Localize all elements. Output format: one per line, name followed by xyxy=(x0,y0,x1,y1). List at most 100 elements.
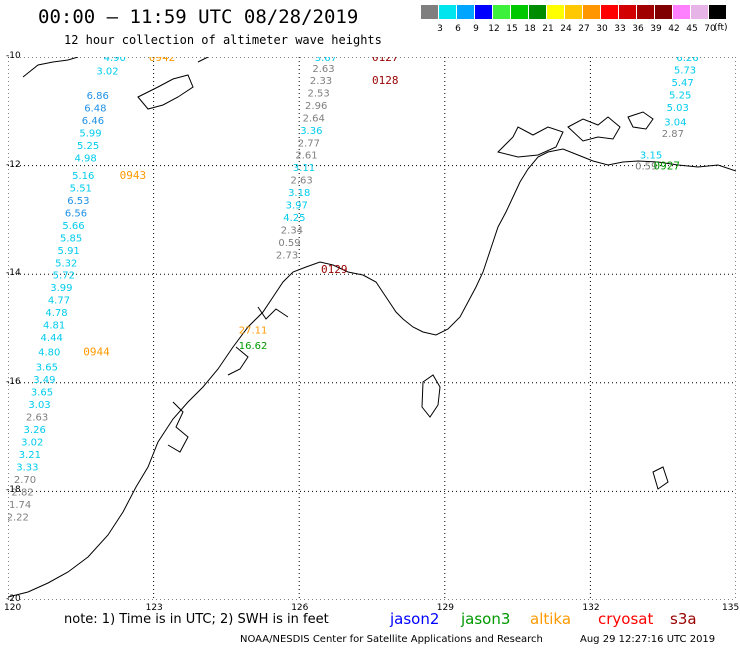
wave-height-observation: 4.44 xyxy=(41,333,63,344)
wave-height-observation: 3.03 xyxy=(28,400,50,411)
legend-label: 42 xyxy=(668,24,680,34)
wave-height-observation: 1.74 xyxy=(9,500,31,511)
latitude-tick-label: -16 xyxy=(6,376,21,387)
wave-height-observation: 5.51 xyxy=(70,183,92,194)
wave-height-observation: 4.98 xyxy=(75,153,97,164)
wave-height-observation: 3.11 xyxy=(293,163,315,174)
longitude-tick-label: 120 xyxy=(4,603,22,613)
legend-swatch xyxy=(583,5,600,19)
legend-label: 15 xyxy=(506,24,518,34)
latitude-tick-label: -10 xyxy=(6,51,21,61)
map-frame[interactable]: 4.90 3.02 6.86 6.48 6.46 5.99 5.25 4.98 5.16 0942… xyxy=(8,57,736,600)
legend-label: 27 xyxy=(578,24,590,34)
wave-height-observation: 3.67 xyxy=(315,57,337,64)
latitude-tick-label: -20 xyxy=(6,594,21,604)
wave-height-observation: 4.77 xyxy=(48,296,70,307)
wave-height-observation: 4.78 xyxy=(45,308,67,319)
wave-height-observation: 0.59 xyxy=(635,162,657,173)
wave-height-observation: 3.65 xyxy=(31,387,53,398)
wave-height-observation: 2.33 xyxy=(310,76,332,87)
wave-height-observation: 5.32 xyxy=(55,258,77,269)
wave-height-observation: 5.73 xyxy=(674,65,696,76)
legend-swatch xyxy=(421,5,438,19)
wave-height-observation: 3.99 xyxy=(50,283,72,294)
wave-height-observation: 3.04 xyxy=(664,118,686,129)
legend-swatch xyxy=(619,5,636,19)
wave-height-observation: 5.03 xyxy=(667,103,689,114)
legend-label: 18 xyxy=(524,24,536,34)
wave-height-observation: 2.34 xyxy=(281,226,303,237)
latitude-tick-label: -12 xyxy=(6,159,21,170)
wave-height-observation: 4.81 xyxy=(43,321,65,332)
wave-height-observation: 3.26 xyxy=(24,425,46,436)
wave-height-observation: 3.18 xyxy=(288,188,310,199)
wave-height-observation: 3.97 xyxy=(286,201,308,212)
wave-height-observation: 27.11 xyxy=(239,326,268,337)
legend-label: 39 xyxy=(650,24,662,34)
ocean-background xyxy=(8,57,736,600)
legend-swatch xyxy=(547,5,564,19)
wave-height-observation: 2.22 xyxy=(8,512,29,523)
wave-height-observation: 2.87 xyxy=(662,129,684,140)
wave-height-observation: 6.46 xyxy=(82,116,104,127)
wave-height-observation: 6.86 xyxy=(87,91,109,102)
satellite-legend-entry: jason3 xyxy=(461,610,511,628)
legend-swatch xyxy=(529,5,546,19)
wave-height-observation: 5.99 xyxy=(79,128,101,139)
satellite-legend-entry: cryosat xyxy=(598,610,654,628)
legend-label: 70 xyxy=(704,24,716,34)
pass-time-label: 0943 xyxy=(120,169,147,182)
legend-swatch xyxy=(475,5,492,19)
wave-height-observation: 3.21 xyxy=(19,450,41,461)
pass-time-label: 0128 xyxy=(372,74,399,87)
legend-label: 6 xyxy=(455,24,461,34)
coastline-map: 4.903.026.866.486.465.995.254.985.160942… xyxy=(8,57,736,600)
observations-layer: 4.903.026.866.486.465.995.254.985.160942… xyxy=(8,57,699,523)
wave-height-observation: 5.91 xyxy=(58,246,80,257)
wave-height-observation: 3.49 xyxy=(33,375,55,386)
wave-height-observation: 16.62 xyxy=(239,341,268,352)
wave-height-observation: 6.56 xyxy=(65,208,87,219)
wave-height-observation: 5.47 xyxy=(671,78,693,89)
wave-height-observation: 3.65 xyxy=(36,363,58,374)
legend-label: 24 xyxy=(560,24,572,34)
wave-height-observation: 0.59 xyxy=(278,238,300,249)
legend-unit: (ft) xyxy=(714,23,728,33)
latitude-tick-label: -18 xyxy=(6,485,21,496)
latitude-tick-label: -14 xyxy=(6,268,21,279)
wave-height-observation: 3.15 xyxy=(640,151,662,162)
legend-swatch xyxy=(439,5,456,19)
wave-height-observation: 3.33 xyxy=(16,462,38,473)
legend-swatch xyxy=(511,5,528,19)
legend-swatch xyxy=(637,5,654,19)
legend-swatch xyxy=(493,5,510,19)
legend-swatch xyxy=(655,5,672,19)
legend-label: 21 xyxy=(542,24,554,34)
legend-swatch xyxy=(601,5,618,19)
map-title: 00:00 – 11:59 UTC 08/28/2019 xyxy=(38,6,359,28)
footer-note: note: 1) Time is in UTC; 2) SWH is in fe… xyxy=(64,612,329,627)
pass-time-label: 0129 xyxy=(321,263,348,276)
lat-lon-grid xyxy=(8,57,736,600)
wave-height-observation: 2.96 xyxy=(305,101,327,112)
wave-height-observation: 2.70 xyxy=(14,475,36,486)
wave-height-observation: 5.72 xyxy=(53,271,75,282)
longitude-tick-label: 132 xyxy=(582,603,600,613)
wave-height-observation: 5.66 xyxy=(62,221,84,232)
legend-swatch xyxy=(673,5,690,19)
pass-time-label: 0127 xyxy=(372,57,399,64)
wave-height-observation: 2.61 xyxy=(295,151,317,162)
wave-height-observation: 3.02 xyxy=(21,437,43,448)
wave-height-observation: 2.63 xyxy=(312,64,334,75)
legend-label: 36 xyxy=(632,24,644,34)
legend-label: 30 xyxy=(596,24,608,34)
longitude-tick-label: 126 xyxy=(291,603,309,613)
wave-height-observation: 2.63 xyxy=(26,412,48,423)
wave-height-observation: 3.36 xyxy=(300,126,322,137)
legend-swatch xyxy=(457,5,474,19)
pass-time-label: 0942 xyxy=(149,57,176,64)
satellite-legend-entry: jason2 xyxy=(390,610,440,628)
pass-time-label: 0944 xyxy=(83,345,110,358)
wave-height-observation: 2.77 xyxy=(298,138,320,149)
wave-height-observation: 4.80 xyxy=(38,347,60,358)
